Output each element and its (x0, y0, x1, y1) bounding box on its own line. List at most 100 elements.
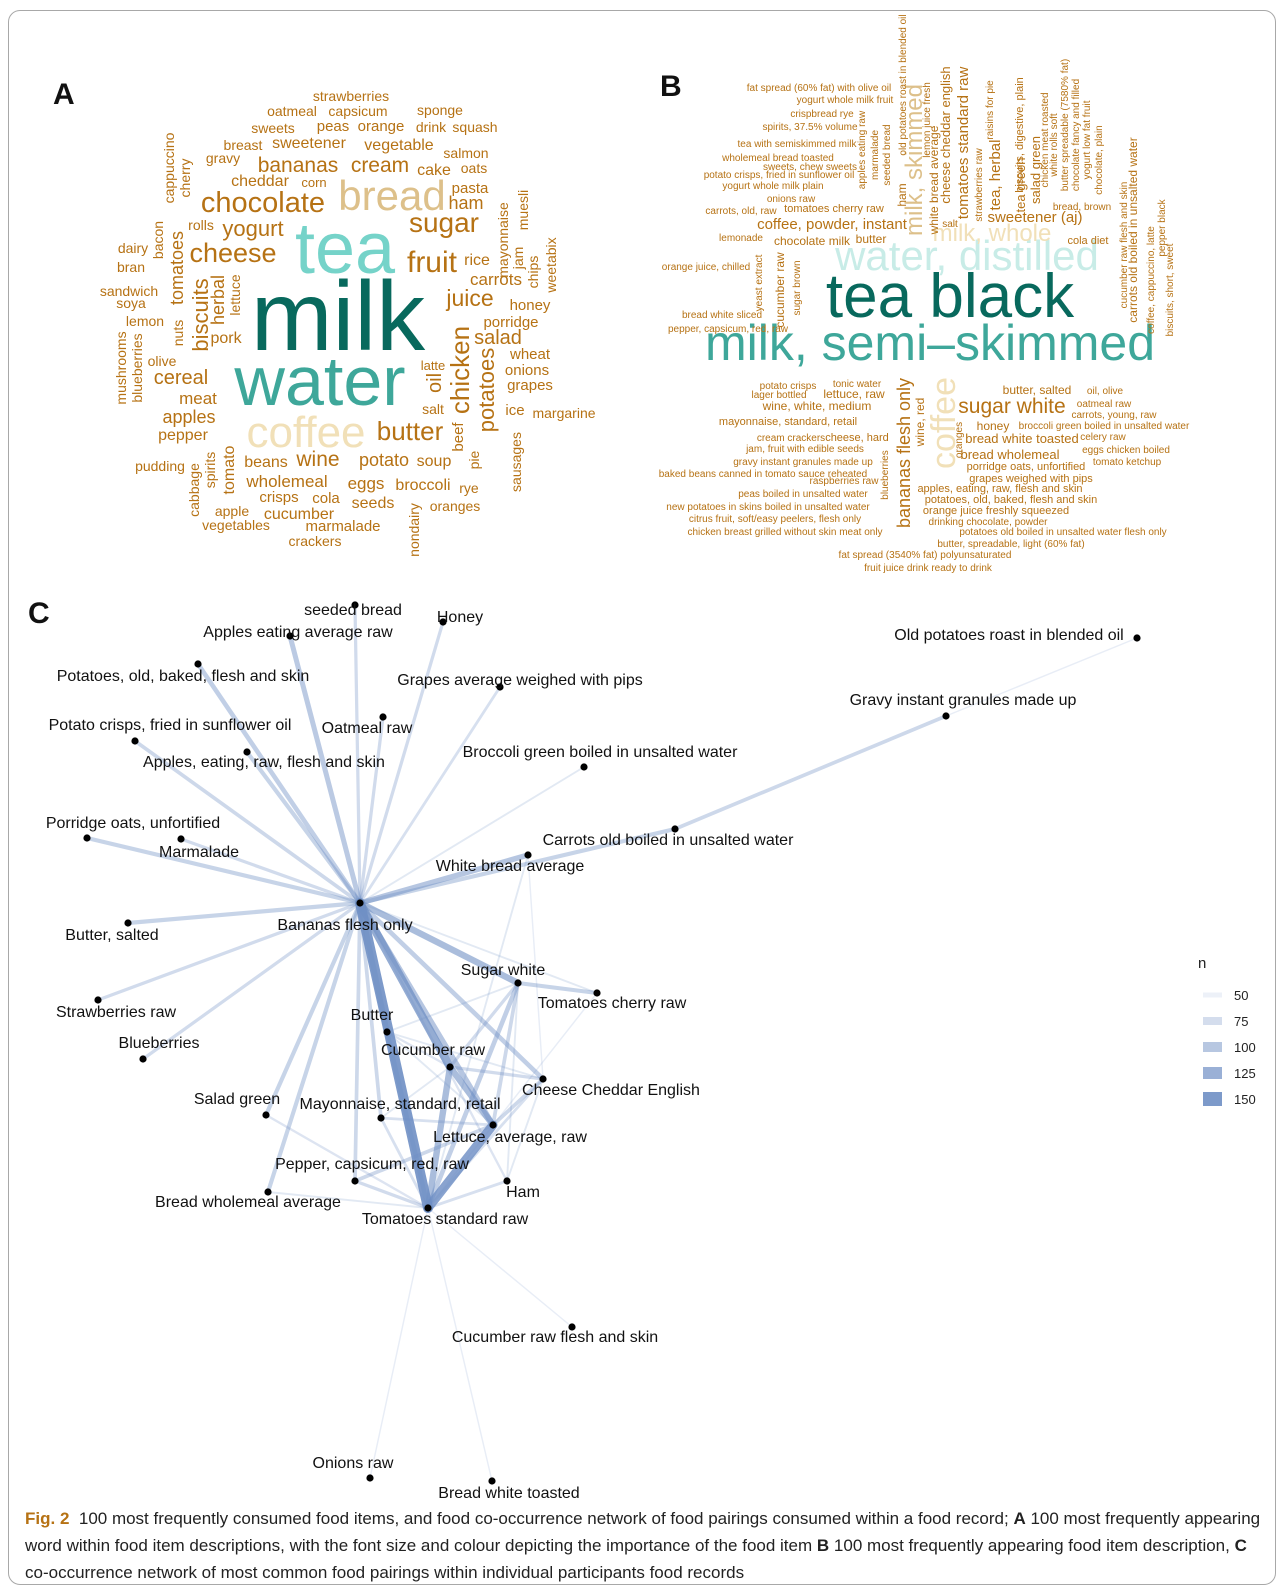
network-edge (385, 1030, 452, 1069)
network-edge (427, 1207, 493, 1482)
cloud-b-word-vertical: blueberries (880, 450, 891, 499)
network-edge (264, 1113, 430, 1210)
cloud-a-word: oats (461, 160, 487, 176)
cloud-a-word-vertical: lettuce (227, 274, 243, 315)
cloud-a-word-vertical: tomato (221, 445, 238, 494)
cloud-a-word: sandwich (100, 283, 158, 299)
cloud-b-word-vertical: apples eating raw (857, 110, 868, 189)
network-edge (427, 854, 529, 1209)
cloud-a-word-vertical: nuts (170, 320, 186, 346)
cloud-a-word: wholemeal (245, 472, 327, 491)
network-node-tom_cherry (593, 989, 601, 997)
cloud-b-word: gravy instant granules made up (733, 457, 873, 468)
cloud-b-word-vertical: yeast extract (754, 254, 765, 311)
cloud-b-word: new potatoes in skins boiled in unsalted… (666, 502, 870, 513)
cloud-a-word-vertical: pie (466, 450, 482, 469)
network-node-label: Apples eating average raw (203, 624, 393, 641)
cloud-b-word: spirits, 37.5% volume (762, 122, 857, 133)
cloud-a-word: juice (445, 285, 493, 311)
cloud-b-word-vertical: seeded bread (882, 124, 893, 185)
cloud-b-word: orange juice freshly squeezed (923, 505, 1069, 517)
cloud-b-word: potatoes, old, baked, flesh and skin (925, 494, 1097, 506)
network-edge (423, 1120, 498, 1213)
cloud-b-word-vertical: biscuits, short, sweet (1165, 243, 1176, 336)
cloud-a-word: grapes (507, 377, 553, 394)
cloud-b-word: bread wholemeal (960, 447, 1059, 462)
caption-text-1: 100 most frequently consumed food items,… (78, 1509, 1009, 1528)
cloud-a-word-vertical: jam (510, 247, 526, 271)
cloud-b-word: sugar white (958, 395, 1065, 418)
cloud-a-word-vertical: mushrooms (113, 331, 129, 404)
legend-label: 125 (1234, 1066, 1256, 1081)
cloud-a-word: peas (317, 118, 350, 135)
network-node-gravy (942, 712, 950, 720)
panel-label-b: B (660, 70, 682, 103)
cloud-b-word: pepper, capsicum, red, raw (668, 324, 789, 335)
network-node-label: Mayonnaise, standard, retail (300, 1096, 501, 1113)
cloud-a-word: salmon (443, 145, 488, 161)
network-edge (448, 1065, 545, 1081)
cloud-a-word: olive (148, 353, 177, 369)
cloud-a-word: squash (452, 119, 497, 135)
cloud-b-word: porridge oats, unfortified (967, 461, 1086, 473)
cloud-b-word: yogurt whole milk fruit (797, 95, 894, 106)
cloud-a-word: meat (179, 389, 217, 408)
cloud-a-word: fruit (407, 246, 458, 279)
cloud-b-word: oil, olive (1087, 386, 1124, 397)
network-edge (424, 1063, 454, 1212)
network-edge (357, 852, 531, 906)
cloud-a-word: sweetener (272, 135, 346, 152)
cloud-a-word: apples (162, 407, 215, 427)
cloud-b-word-vertical: tea, herbal (987, 140, 1004, 211)
network-node-onions (366, 1474, 374, 1482)
network-node-pepper (351, 1177, 359, 1185)
cloud-a-word: sweets (251, 120, 295, 136)
cloud-b-word: honey (977, 419, 1010, 433)
figure-frame (8, 10, 1276, 1585)
cloud-a-word: vegetables (202, 517, 270, 533)
cloud-b-word-vertical: butter spreadable (7580% fat) (1060, 59, 1071, 191)
network-node-grapes (496, 683, 504, 691)
network-node-bread_toasted (488, 1477, 496, 1485)
cloud-a-word: rolls (188, 217, 214, 233)
cloud-a-word: drink (416, 119, 447, 135)
cloud-b-word-vertical: chicken meat roasted (1040, 92, 1051, 187)
cloud-a-word-vertical: biscuits (188, 278, 213, 351)
cloud-b-word-vertical: biscuits, digestive, plain (1014, 77, 1026, 193)
network-edge (426, 1179, 509, 1210)
cloud-b-word-vertical: cucumber raw flesh and skin (1119, 182, 1130, 309)
network-node-label: Oatmeal raw (322, 720, 413, 737)
network-edge (358, 715, 385, 905)
network-node-label: Potato crisps, fried in sunflower oil (49, 717, 292, 734)
network-node-label: Tomatoes cherry raw (538, 995, 687, 1012)
network-node-butter (383, 1028, 391, 1036)
cloud-b-word-vertical: white rolls soft (1049, 113, 1060, 178)
cloud-b-word: onions raw (767, 194, 816, 205)
cloud-a-word: tea (295, 209, 396, 289)
cloud-b-word: potatoes old boiled in unsalted water fl… (959, 527, 1166, 538)
cloud-a-word: potato (359, 450, 409, 470)
cloud-a-word: vegetable (364, 137, 433, 154)
cloud-a-word-vertical: chicken (445, 326, 475, 414)
cloud-b-word: coffee, powder, instant (757, 216, 908, 233)
network-node-label: Broccoli green boiled in unsalted water (463, 744, 739, 761)
network-node-label: Apples, eating, raw, flesh and skin (143, 754, 385, 771)
cloud-a-word: wine (295, 448, 339, 471)
cloud-b-word: sweets, chew sweets (763, 162, 857, 173)
cloud-b-word: lemonade (719, 233, 763, 244)
cloud-a-word-vertical: cappuccino (161, 132, 177, 203)
cloud-b-word: baked beans canned in tomato sauce rehea… (659, 469, 868, 480)
cloud-a-word-vertical: oil (424, 373, 446, 393)
network-node-apples_avg (286, 632, 294, 640)
network-node-carrots (671, 825, 679, 833)
cloud-a-word: pudding (135, 458, 185, 474)
cloud-a-word: chocolate (201, 187, 325, 219)
network-edge (356, 899, 522, 987)
cloud-a-word: cake (417, 162, 451, 179)
network-node-label: Cucumber raw (381, 1042, 485, 1059)
network-edge (263, 900, 363, 1118)
cloud-b-word: citrus fruit, soft/easy peelers, flesh o… (689, 514, 861, 525)
